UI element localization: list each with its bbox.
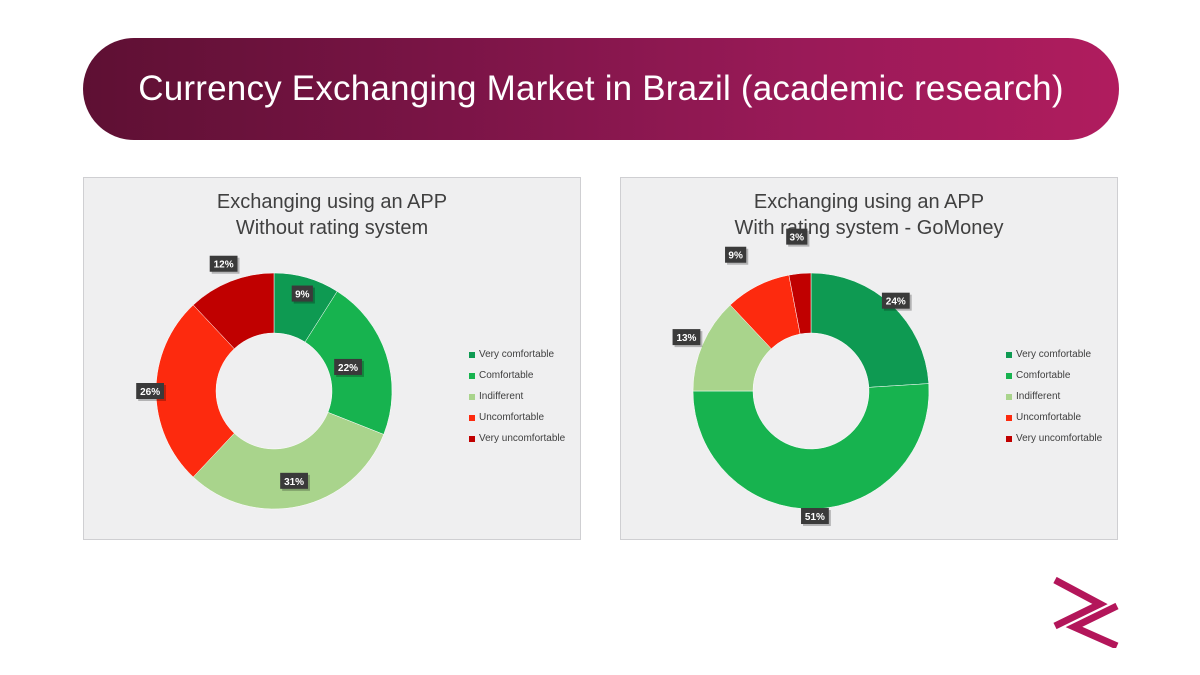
title-banner: Currency Exchanging Market in Brazil (ac… bbox=[83, 38, 1119, 140]
data-label-text: 26% bbox=[140, 387, 160, 398]
legend-swatch bbox=[1006, 414, 1012, 421]
data-label-box bbox=[786, 228, 808, 245]
data-label-text: 24% bbox=[886, 297, 906, 308]
legend-item-very-comfortable: Very comfortable bbox=[469, 344, 565, 365]
data-label-text: 22% bbox=[338, 363, 358, 374]
legend-item-comfortable: Comfortable bbox=[1006, 365, 1102, 386]
donut-slice-very-uncomfortable bbox=[788, 272, 812, 335]
legend-item-comfortable: Comfortable bbox=[469, 365, 565, 386]
legend-item-very-uncomfortable: Very uncomfortable bbox=[1006, 428, 1102, 449]
legend-swatch bbox=[1006, 435, 1012, 442]
brand-logo bbox=[1053, 576, 1119, 648]
data-label: 9% bbox=[725, 246, 749, 265]
chart-title-line2: Without rating system bbox=[235, 217, 429, 239]
chart-panel-without-rating: Exchanging using an APP Without rating s… bbox=[83, 177, 581, 540]
chart-title-line1: Exchanging using an APP bbox=[753, 191, 985, 213]
legend-label: Very uncomfortable bbox=[1016, 433, 1103, 444]
legend-item-uncomfortable: Uncomfortable bbox=[1006, 407, 1102, 428]
data-label: 51% bbox=[801, 508, 831, 527]
chart-title-line1: Exchanging using an APP bbox=[216, 191, 448, 213]
legend-item-very-uncomfortable: Very uncomfortable bbox=[469, 428, 565, 449]
data-label: 12% bbox=[209, 255, 240, 274]
data-label-box bbox=[334, 358, 362, 375]
legend-label: Indifferent bbox=[1016, 391, 1061, 402]
data-label: 13% bbox=[672, 329, 703, 348]
chart-legend: Very comfortable Comfortable Indifferent… bbox=[469, 344, 565, 449]
legend-label: Indifferent bbox=[479, 391, 524, 402]
chart-legend: Very comfortable Comfortable Indifferent… bbox=[1006, 344, 1102, 449]
legend-label: Very comfortable bbox=[479, 349, 555, 360]
data-label-box bbox=[280, 472, 308, 489]
donut-chart-with-rating: 24% 51% 13% 9% 3% bbox=[672, 228, 930, 527]
legend-label: Uncomfortable bbox=[479, 412, 545, 423]
logo-chevron-left bbox=[1065, 602, 1119, 648]
legend-swatch bbox=[469, 372, 475, 379]
legend-label: Very uncomfortable bbox=[479, 433, 566, 444]
data-label: 3% bbox=[786, 228, 810, 247]
data-label-text: 31% bbox=[284, 477, 304, 488]
legend-item-indifferent: Indifferent bbox=[469, 386, 565, 407]
data-label-text: 3% bbox=[790, 233, 805, 244]
legend-swatch bbox=[469, 414, 475, 421]
legend-label: Very comfortable bbox=[1016, 349, 1092, 360]
data-label-box bbox=[881, 292, 910, 309]
donut-chart-without-rating: 9% 22% 31% 26% 12% bbox=[136, 255, 393, 510]
data-label-text: 9% bbox=[295, 290, 310, 301]
data-label-box bbox=[136, 383, 164, 399]
legend-swatch bbox=[1006, 372, 1012, 379]
legend-swatch bbox=[1006, 393, 1012, 400]
data-label: 31% bbox=[280, 472, 310, 491]
donut-slice-uncomfortable bbox=[155, 304, 235, 478]
data-label-text: 13% bbox=[676, 333, 696, 344]
donut-slice-indifferent bbox=[192, 412, 385, 510]
legend-label: Comfortable bbox=[479, 370, 534, 381]
data-label-text: 12% bbox=[214, 260, 234, 271]
data-label-box bbox=[801, 508, 829, 525]
donut-slice-very-uncomfortable bbox=[192, 272, 275, 350]
legend-swatch bbox=[469, 435, 475, 442]
legend-label: Comfortable bbox=[1016, 370, 1071, 381]
data-label-text: 51% bbox=[805, 512, 825, 523]
data-label-text: 9% bbox=[728, 251, 743, 262]
legend-item-very-comfortable: Very comfortable bbox=[1006, 344, 1102, 365]
data-label: 26% bbox=[136, 383, 166, 401]
legend-item-uncomfortable: Uncomfortable bbox=[469, 407, 565, 428]
legend-item-indifferent: Indifferent bbox=[1006, 386, 1102, 407]
data-label: 24% bbox=[881, 292, 912, 311]
page-title: Currency Exchanging Market in Brazil (ac… bbox=[138, 69, 1064, 108]
legend-swatch bbox=[469, 393, 475, 400]
data-label: 22% bbox=[334, 358, 364, 377]
legend-label: Uncomfortable bbox=[1016, 412, 1082, 423]
data-label-box bbox=[672, 329, 701, 346]
data-label: 9% bbox=[291, 285, 315, 304]
data-label-box bbox=[725, 246, 747, 263]
data-label-box bbox=[291, 285, 313, 302]
legend-swatch bbox=[1006, 351, 1012, 358]
chart-panel-with-rating: Exchanging using an APP With rating syst… bbox=[620, 177, 1118, 540]
data-label-box bbox=[209, 255, 238, 272]
donut-slice-very-comfortable bbox=[810, 272, 930, 388]
legend-swatch bbox=[469, 351, 475, 358]
logo-chevron-right bbox=[1053, 576, 1108, 630]
donut-slice-comfortable bbox=[692, 383, 930, 510]
